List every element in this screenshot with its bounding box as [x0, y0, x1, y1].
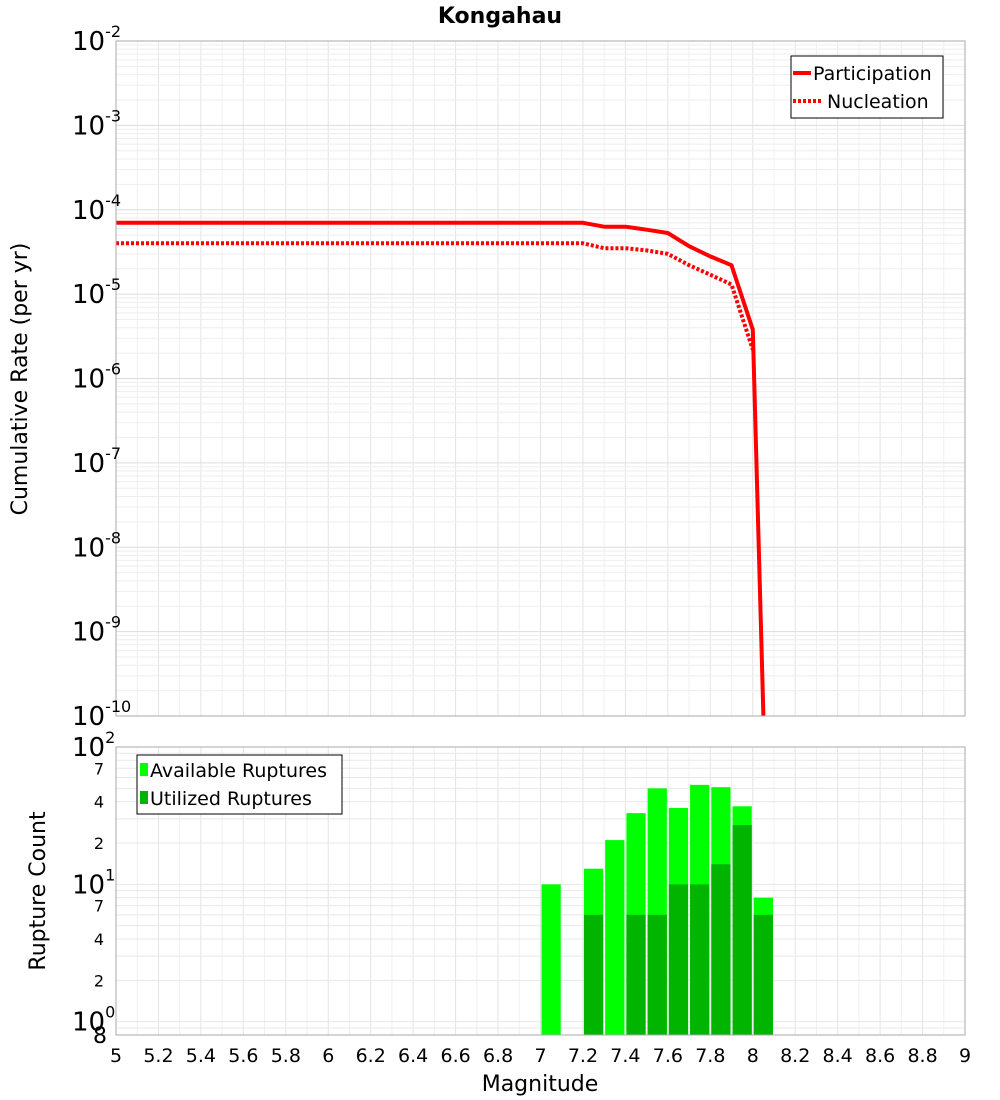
- participation-line: [116, 220, 766, 717]
- count-y-tick-exponent: 1: [105, 865, 115, 884]
- rate-y-tick-label: 10-7: [72, 444, 121, 479]
- utilized-ruptures-bar: [732, 825, 752, 1035]
- rate-y-tick-base: 10: [72, 702, 105, 732]
- legend-available-label: Available Ruptures: [150, 760, 327, 782]
- rate-y-tick-label: 10-8: [72, 528, 121, 563]
- x-tick-label: 7.2: [568, 1045, 598, 1067]
- rate-legend: Participation Nucleation: [790, 55, 944, 119]
- legend-available-swatch: [140, 763, 148, 776]
- legend-utilized-label: Utilized Ruptures: [150, 788, 312, 810]
- legend-nucleation-label: Nucleation: [827, 91, 929, 113]
- rate-y-axis-label: Cumulative Rate (per yr): [8, 243, 33, 516]
- utilized-ruptures-bar: [690, 884, 710, 1035]
- x-tick-label: 6: [322, 1045, 334, 1067]
- x-tick-label: 7.6: [653, 1045, 683, 1067]
- x-tick-label: 7.8: [695, 1045, 725, 1067]
- x-tick-label: 8: [747, 1045, 759, 1067]
- utilized-ruptures-bar: [583, 914, 604, 1035]
- count-y-minor-tick-label: 7: [94, 759, 104, 778]
- x-tick-label: 6.2: [356, 1045, 386, 1067]
- nucleation-line: [116, 241, 755, 351]
- rate-y-tick-label: 10-10: [72, 697, 131, 732]
- x-tick-label: 5.4: [186, 1045, 216, 1067]
- count-y-axis-label: Rupture Count: [26, 811, 51, 971]
- utilized-ruptures-bar: [668, 884, 689, 1035]
- rate-y-tick-exponent: -7: [105, 444, 121, 463]
- count-y-tick-label: 102: [72, 728, 115, 763]
- x-tick-label: 7.4: [610, 1045, 640, 1067]
- count-plot-frame: [115, 746, 966, 1036]
- rate-y-tick-base: 10: [72, 449, 105, 479]
- count-y-minor-tick-label: 2: [94, 834, 104, 853]
- rate-y-tick-base: 10: [72, 196, 105, 226]
- utilized-ruptures-bar: [647, 914, 667, 1035]
- count-y-tick-label: 101: [72, 865, 115, 900]
- rate-y-tick-label: 10-9: [72, 613, 121, 648]
- rate-y-tick-label: 10-2: [72, 22, 121, 57]
- count-y-minor-tick-label: 4: [94, 793, 104, 812]
- x-tick-label: 5.6: [228, 1045, 258, 1067]
- rate-y-tick-exponent: -9: [105, 613, 121, 632]
- x-tick-label: 7: [534, 1045, 546, 1067]
- count-y-minor-tick-label: 2: [94, 971, 104, 990]
- rate-y-tick-exponent: -10: [105, 697, 131, 716]
- count-y-tick-base: 10: [72, 1008, 105, 1038]
- rate-y-tick-exponent: -6: [105, 360, 121, 379]
- count-y-tick-exponent: 2: [105, 728, 115, 747]
- count-y-tick-exponent: 0: [105, 1003, 115, 1022]
- count-y-tick-base: 10: [72, 870, 105, 900]
- rate-grid: [115, 41, 966, 717]
- x-tick-label: 5: [110, 1045, 122, 1067]
- x-tick-label: 6.4: [398, 1045, 428, 1067]
- rate-y-tick-label: 10-4: [72, 191, 121, 226]
- count-y-minor-tick-label: 4: [94, 930, 104, 949]
- available-ruptures-bar: [541, 884, 561, 1035]
- rate-y-tick-exponent: -8: [105, 528, 121, 547]
- magnitude-x-ticks: 5 5.2 5.4 5.6 5.8 6 6.2 6.4 6.6 6.8 7 7.2 7.4 7.6 7.8 8…: [110, 1045, 971, 1067]
- rate-y-tick-exponent: -5: [105, 275, 121, 294]
- rate-y-tick-label: 10-3: [72, 106, 121, 141]
- x-axis-label: Magnitude: [482, 1072, 599, 1097]
- rate-y-tick-base: 10: [72, 280, 105, 310]
- x-tick-label: 9: [959, 1045, 971, 1067]
- count-y-tick-base: 10: [72, 733, 105, 763]
- count-y-minor-tick-label: 8: [93, 1024, 107, 1049]
- rate-plot-frame: [115, 40, 966, 717]
- rate-lines: [116, 220, 766, 717]
- x-tick-label: 6.8: [483, 1045, 513, 1067]
- rupture-bars: [541, 784, 773, 1035]
- x-tick-label: 5.2: [143, 1045, 173, 1067]
- count-y-tick-label: 100: [72, 1003, 115, 1038]
- count-legend: Available Ruptures Utilized Ruptures: [136, 754, 343, 815]
- chart-title: Kongahau: [438, 4, 562, 29]
- legend-participation-label: Participation: [813, 63, 932, 85]
- rate-y-tick-label: 10-5: [72, 275, 121, 310]
- rate-y-tick-base: 10: [72, 533, 105, 563]
- available-ruptures-bar: [605, 840, 625, 1035]
- x-tick-label: 8.2: [780, 1045, 810, 1067]
- rate-y-tick-label: 10-6: [72, 360, 121, 395]
- rate-y-tick-base: 10: [72, 111, 105, 141]
- legend-utilized-swatch: [140, 791, 148, 804]
- count-legend-box: [136, 754, 343, 815]
- x-tick-label: 5.8: [271, 1045, 301, 1067]
- rate-y-tick-base: 10: [72, 27, 105, 57]
- utilized-ruptures-bar: [626, 914, 646, 1035]
- x-tick-label: 8.8: [907, 1045, 937, 1067]
- x-tick-label: 6.6: [440, 1045, 470, 1067]
- utilized-ruptures-bar: [753, 914, 773, 1035]
- utilized-ruptures-bar: [711, 864, 731, 1035]
- rate-y-tick-base: 10: [72, 365, 105, 395]
- rate-y-tick-exponent: -2: [105, 22, 121, 41]
- x-tick-label: 8.4: [823, 1045, 853, 1067]
- rate-legend-box: [790, 55, 944, 119]
- rate-y-tick-base: 10: [72, 618, 105, 648]
- rate-y-tick-exponent: -3: [105, 106, 121, 125]
- rate-y-tick-exponent: -4: [105, 191, 121, 210]
- count-y-minor-tick-label: 7: [94, 897, 104, 916]
- x-tick-label: 8.6: [865, 1045, 895, 1067]
